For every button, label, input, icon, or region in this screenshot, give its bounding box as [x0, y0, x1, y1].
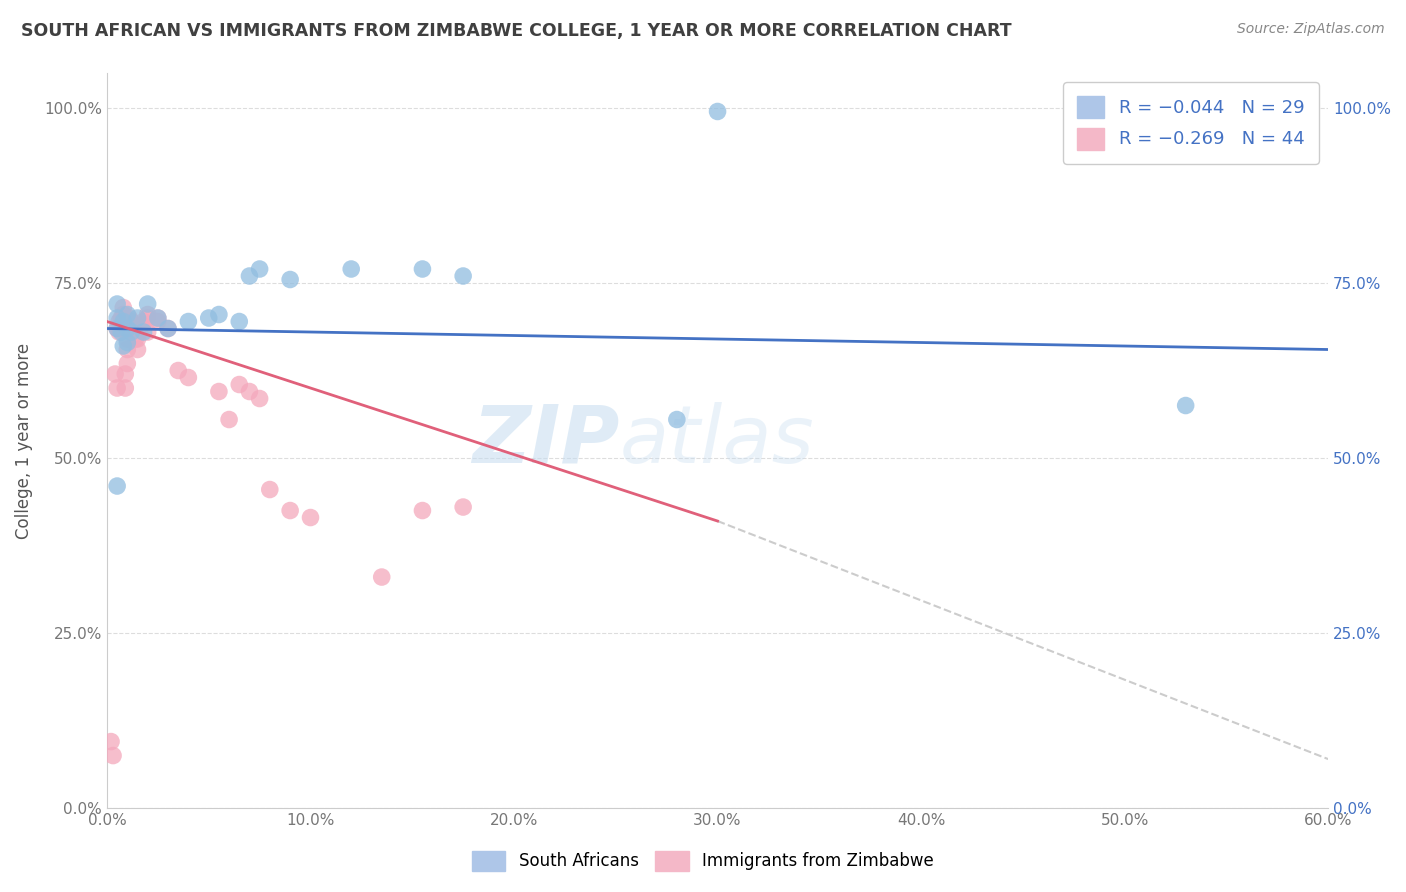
- Point: [112, 314, 135, 328]
- Point: [665, 412, 688, 426]
- Point: [128, 325, 150, 339]
- Point: [208, 308, 231, 322]
- Point: [105, 321, 128, 335]
- Point: [117, 357, 139, 371]
- Point: [122, 321, 145, 335]
- Point: [259, 483, 281, 497]
- Point: [451, 500, 474, 514]
- Legend: South Africans, Immigrants from Zimbabwe: South Africans, Immigrants from Zimbabwe: [464, 842, 942, 880]
- Point: [108, 314, 131, 328]
- Point: [340, 262, 363, 277]
- Point: [146, 311, 169, 326]
- Point: [117, 308, 139, 322]
- Point: [238, 384, 260, 399]
- Point: [411, 503, 433, 517]
- Text: Source: ZipAtlas.com: Source: ZipAtlas.com: [1237, 22, 1385, 37]
- Point: [278, 272, 301, 286]
- Point: [132, 314, 155, 328]
- Point: [117, 321, 139, 335]
- Point: [112, 308, 135, 322]
- Point: [131, 318, 153, 332]
- Point: [101, 748, 124, 763]
- Point: [117, 335, 139, 350]
- Y-axis label: College, 1 year or more: College, 1 year or more: [15, 343, 32, 539]
- Point: [120, 314, 142, 328]
- Point: [411, 262, 433, 277]
- Point: [105, 297, 128, 311]
- Point: [371, 570, 394, 584]
- Point: [127, 343, 149, 357]
- Point: [105, 311, 128, 326]
- Point: [112, 339, 135, 353]
- Point: [136, 325, 159, 339]
- Point: [157, 321, 180, 335]
- Point: [117, 343, 139, 357]
- Point: [197, 311, 219, 326]
- Point: [105, 381, 128, 395]
- Point: [177, 314, 200, 328]
- Point: [114, 381, 136, 395]
- Point: [110, 311, 132, 326]
- Point: [127, 311, 149, 326]
- Point: [249, 262, 271, 277]
- Point: [136, 311, 159, 326]
- Point: [706, 104, 728, 119]
- Point: [157, 321, 180, 335]
- Point: [112, 301, 135, 315]
- Point: [278, 503, 301, 517]
- Point: [1174, 399, 1197, 413]
- Point: [117, 332, 139, 346]
- Point: [228, 377, 250, 392]
- Point: [105, 321, 128, 335]
- Point: [451, 268, 474, 283]
- Point: [299, 510, 322, 524]
- Point: [167, 363, 190, 377]
- Point: [177, 370, 200, 384]
- Text: SOUTH AFRICAN VS IMMIGRANTS FROM ZIMBABWE COLLEGE, 1 YEAR OR MORE CORRELATION CH: SOUTH AFRICAN VS IMMIGRANTS FROM ZIMBABW…: [21, 22, 1012, 40]
- Point: [132, 325, 155, 339]
- Point: [105, 479, 128, 493]
- Point: [110, 325, 132, 339]
- Legend: R = −0.044   N = 29, R = −0.269   N = 44: R = −0.044 N = 29, R = −0.269 N = 44: [1063, 82, 1319, 164]
- Point: [249, 392, 271, 406]
- Point: [146, 311, 169, 326]
- Text: atlas: atlas: [620, 401, 814, 480]
- Point: [120, 325, 142, 339]
- Point: [117, 321, 139, 335]
- Point: [118, 311, 141, 326]
- Point: [124, 332, 146, 346]
- Point: [146, 314, 169, 328]
- Text: ZIP: ZIP: [472, 401, 620, 480]
- Point: [136, 297, 159, 311]
- Point: [228, 314, 250, 328]
- Point: [238, 268, 260, 283]
- Point: [208, 384, 231, 399]
- Point: [100, 734, 122, 748]
- Point: [114, 367, 136, 381]
- Point: [127, 332, 149, 346]
- Point: [104, 367, 127, 381]
- Point: [136, 308, 159, 322]
- Point: [218, 412, 240, 426]
- Point: [108, 325, 131, 339]
